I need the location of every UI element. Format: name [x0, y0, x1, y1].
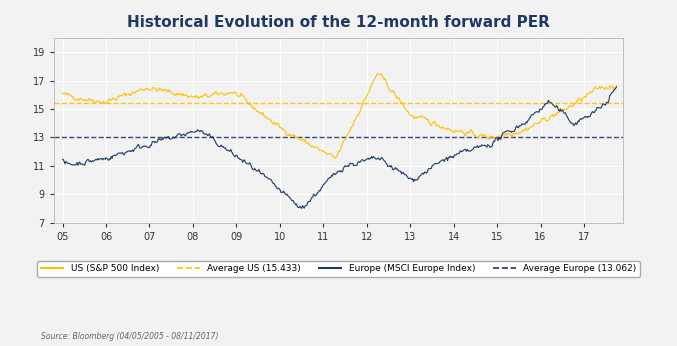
Title: Historical Evolution of the 12-month forward PER: Historical Evolution of the 12-month for… [127, 15, 550, 30]
Legend: US (S&P 500 Index), Average US (15.433), Europe (MSCI Europe Index), Average Eur: US (S&P 500 Index), Average US (15.433),… [37, 261, 640, 277]
Text: Source: Bloomberg (04/05/2005 - 08/11/2017): Source: Bloomberg (04/05/2005 - 08/11/20… [41, 332, 218, 341]
